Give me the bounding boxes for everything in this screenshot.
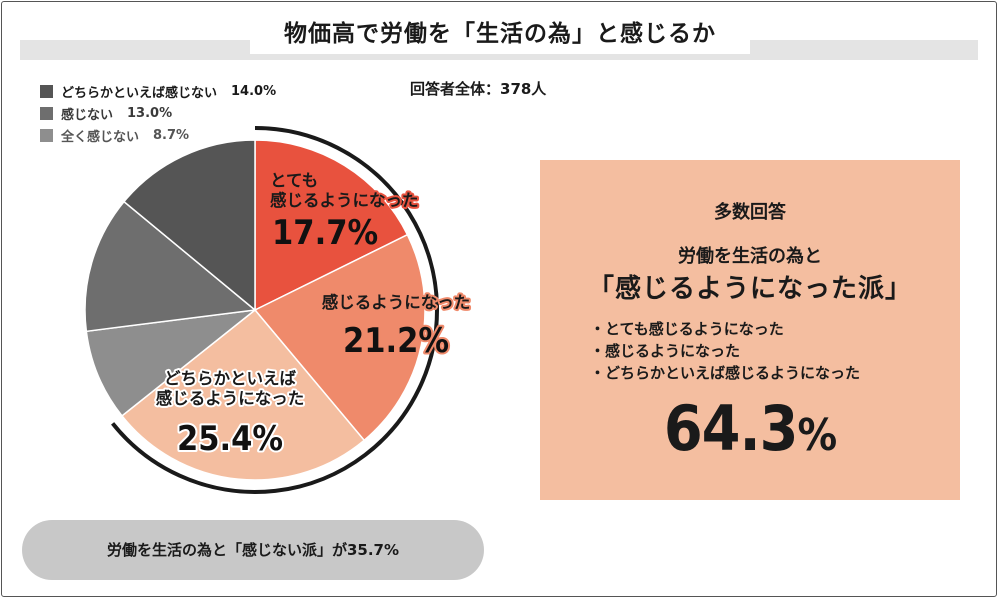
slice-label: どちらかといえば [164, 369, 297, 388]
majority-total: 64.3% [540, 392, 960, 465]
majority-total-value: 64.3 [663, 392, 799, 465]
legend: どちらかといえば感じない 14.0% 感じない 13.0% 全く感じない 8.7… [40, 80, 276, 146]
majority-summary-box: 多数回答 労働を生活の為と 「感じるようになった派」 ・とても感じるようになった… [540, 160, 960, 500]
legend-item: 感じない 13.0% [40, 102, 276, 124]
majority-heading: 多数回答 [714, 202, 786, 223]
pie-slice [84, 200, 257, 333]
legend-pct: 13.0% [127, 105, 173, 121]
legend-label: どちらかといえば感じない [61, 85, 218, 101]
pie-slice [122, 139, 256, 312]
chart-title: 物価高で労働を「生活の為」と感じるか [250, 14, 750, 54]
legend-pct: 14.0% [231, 83, 277, 99]
legend-swatch [40, 106, 53, 120]
slice-percent: 17.7% [272, 213, 378, 253]
legend-pct: 8.7% [153, 127, 190, 143]
slice-percent: 21.2% [343, 321, 449, 361]
slice-label: とても [270, 171, 318, 190]
slice-label: 感じるようになった [322, 292, 471, 312]
legend-label: 感じない [61, 107, 114, 123]
minority-summary: 労働を生活の為と「感じない派」が35.7% [22, 520, 484, 580]
pie-slice [254, 139, 409, 312]
majority-item: ・感じるようになった [590, 342, 741, 360]
pie-slice [85, 308, 258, 417]
majority-group-name: 「感じるようになった派」 [587, 274, 912, 304]
majority-item: ・とても感じるようになった [590, 320, 784, 338]
highlight-arc [111, 126, 439, 494]
slice-percent: 25.4% [177, 419, 283, 459]
slice-label: 感じるようになった [270, 190, 419, 210]
slice-label: 感じるようになった [156, 388, 305, 408]
majority-item: ・どちらかといえば感じるようになった [590, 364, 861, 382]
legend-label: 全く感じない [61, 129, 140, 145]
majority-items: ・とても感じるようになった ・感じるようになった ・どちらかといえば感じるように… [590, 318, 860, 384]
pie-slice [253, 233, 426, 442]
legend-swatch [40, 84, 53, 98]
legend-swatch [40, 128, 53, 142]
majority-total-unit: % [797, 410, 837, 461]
legend-item: どちらかといえば感じない 14.0% [40, 80, 276, 102]
majority-subheading: 労働を生活の為と [678, 246, 822, 267]
pie-slice [120, 308, 366, 481]
respondent-count: 回答者全体：378人 [410, 80, 547, 98]
legend-item: 全く感じない 8.7% [40, 124, 276, 146]
